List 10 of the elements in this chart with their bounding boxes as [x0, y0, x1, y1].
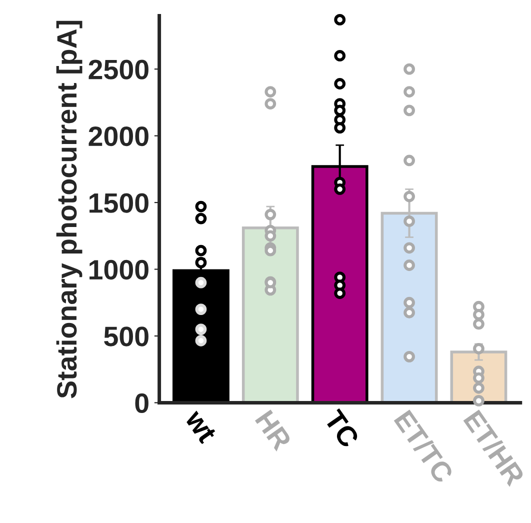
x-tick-label: wt [184, 408, 217, 444]
y-tick-label: 2000 [88, 126, 148, 146]
x-tick-label: HR [254, 410, 292, 452]
y-axis-title: Stationary photocurrent [pA] [56, 20, 82, 398]
x-tick-label: TC [323, 408, 360, 449]
y-tick-label: 1500 [90, 193, 148, 213]
y-tick-label: 2500 [88, 60, 148, 80]
y-tick-label: 1000 [90, 260, 148, 280]
y-tick-label: 500 [104, 326, 148, 346]
y-tick-label: 0 [135, 393, 148, 414]
